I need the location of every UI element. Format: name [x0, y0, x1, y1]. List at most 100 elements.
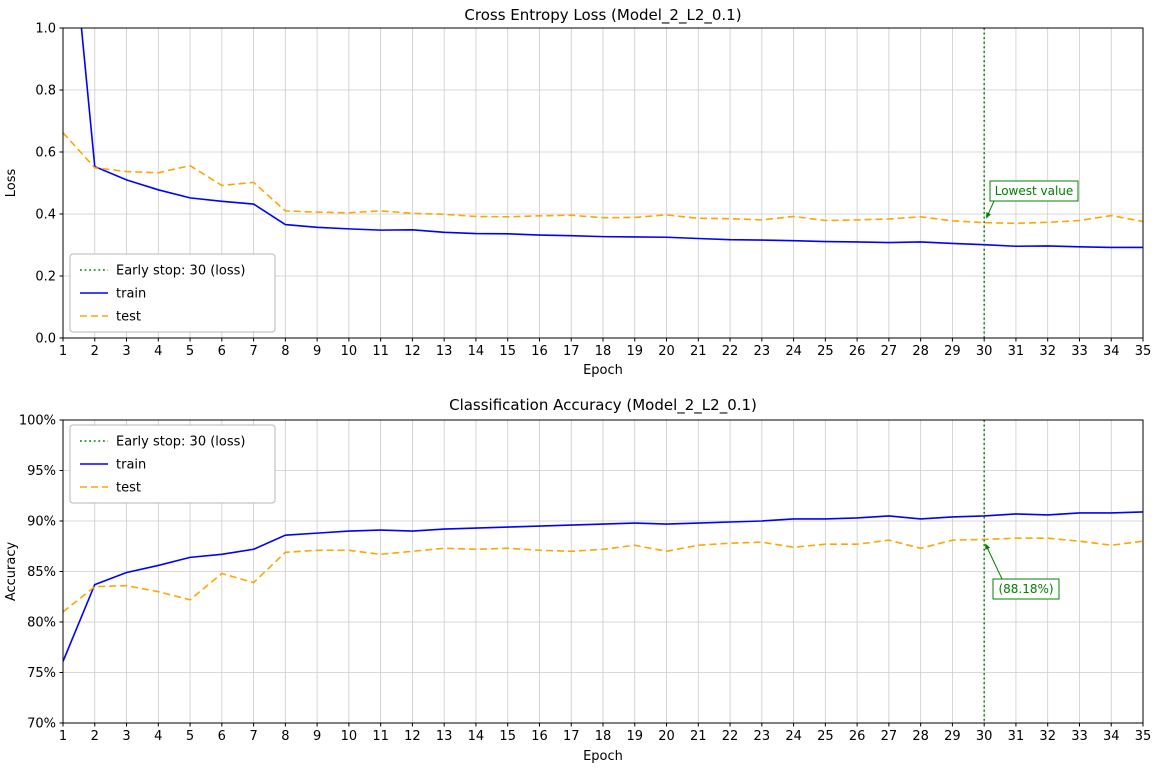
chart-title: Cross Entropy Loss (Model_2_L2_0.1) [464, 6, 741, 25]
x-tick-label: 26 [849, 344, 866, 359]
y-tick-label: 0.2 [35, 270, 56, 285]
x-tick-label: 9 [313, 344, 321, 359]
train-line [63, 511, 1143, 662]
x-tick-label: 15 [499, 344, 516, 359]
x-tick-label: 11 [372, 344, 389, 359]
x-tick-label: 12 [404, 729, 421, 744]
x-tick-label: 1 [59, 344, 67, 359]
y-tick-label: 95% [27, 464, 56, 479]
x-tick-label: 32 [1039, 344, 1056, 359]
annotation-arrow [987, 200, 995, 216]
x-tick-label: 25 [817, 344, 834, 359]
x-tick-label: 13 [436, 729, 453, 744]
x-tick-label: 30 [976, 344, 993, 359]
loss-chart: 1 2 3 4 5 6 7 8 9 10 11 12 13 14 15 16 17 18 19 20 21 22 23 24 2… [4, 6, 1152, 378]
y-tick-label: 0.8 [35, 84, 56, 99]
x-tick-label: 19 [626, 344, 643, 359]
chart-title: Classification Accuracy (Model_2_L2_0.1) [449, 396, 757, 415]
x-tick-label: 27 [881, 344, 898, 359]
x-tick-label: 23 [754, 729, 771, 744]
test-line [63, 537, 1143, 613]
x-tick-label: 35 [1135, 729, 1152, 744]
x-tick-label: 9 [313, 729, 321, 744]
x-tick-label: 22 [722, 344, 739, 359]
x-tick-label: 28 [912, 344, 929, 359]
legend-box [69, 253, 276, 333]
x-tick-label: 3 [122, 729, 130, 744]
x-tick-label: 24 [785, 344, 802, 359]
x-tick-label: 29 [944, 344, 961, 359]
x-tick-label: 32 [1039, 729, 1056, 744]
x-tick-label: 25 [817, 729, 834, 744]
x-tick-label: 33 [1071, 729, 1088, 744]
x-tick-label: 11 [372, 729, 389, 744]
x-tick-label: 20 [658, 729, 675, 744]
accuracy-chart: 1 2 3 4 5 6 7 8 9 10 11 12 13 14 15 16 17 18 19 20 21 22 23 24 2… [4, 396, 1152, 764]
annotation-arrowhead [985, 543, 991, 550]
x-tick-label: 31 [1008, 729, 1025, 744]
x-tick-label: 3 [122, 344, 130, 359]
x-tick-label: 13 [436, 344, 453, 359]
x-tick-label: 33 [1071, 344, 1088, 359]
x-tick-label: 17 [563, 729, 580, 744]
x-tick-label: 18 [595, 344, 612, 359]
x-tick-label: 15 [499, 729, 516, 744]
annotation-arrowhead [986, 212, 991, 219]
x-tick-label: 2 [91, 344, 99, 359]
x-axis-label: Epoch [583, 749, 623, 764]
legend-label: Early stop: 30 (loss) [116, 435, 245, 450]
y-tick-label: 0.4 [35, 208, 56, 223]
x-tick-label: 18 [595, 729, 612, 744]
x-tick-label: 5 [186, 729, 194, 744]
y-tick-label: 0.0 [35, 332, 56, 347]
x-tick-label: 10 [341, 729, 358, 744]
test-line [63, 132, 1143, 225]
legend-label: test [116, 481, 141, 496]
legend-label: train [116, 287, 146, 302]
y-tick-label: 1.0 [35, 22, 56, 37]
x-tick-label: 14 [468, 344, 485, 359]
annotation-box [989, 180, 1079, 202]
x-tick-label: 27 [881, 729, 898, 744]
y-tick-label: 80% [27, 616, 56, 631]
annotation-text: Lowest value [995, 184, 1074, 198]
x-tick-label: 21 [690, 729, 707, 744]
x-tick-label: 5 [186, 344, 194, 359]
x-tick-label: 1 [59, 729, 67, 744]
x-tick-label: 10 [341, 344, 358, 359]
x-tick-label: 2 [91, 729, 99, 744]
legend-box [69, 424, 276, 504]
x-tick-label: 28 [912, 729, 929, 744]
x-tick-label: 7 [249, 729, 257, 744]
y-tick-label: 85% [27, 565, 56, 580]
x-tick-label: 30 [976, 729, 993, 744]
x-tick-label: 12 [404, 344, 421, 359]
x-tick-label: 35 [1135, 344, 1152, 359]
x-tick-label: 16 [531, 344, 548, 359]
y-tick-label: 90% [27, 515, 56, 530]
x-tick-label: 6 [218, 729, 226, 744]
x-tick-label: 20 [658, 344, 675, 359]
x-tick-label: 31 [1008, 344, 1025, 359]
x-tick-label: 23 [754, 344, 771, 359]
x-tick-label: 8 [281, 729, 289, 744]
x-tick-label: 34 [1103, 344, 1120, 359]
y-tick-label: 0.6 [35, 146, 56, 161]
y-tick-label: 100% [19, 414, 56, 429]
y-tick-label: 75% [27, 666, 56, 681]
x-tick-label: 26 [849, 729, 866, 744]
annotation-text: (88.18%) [998, 582, 1053, 596]
x-tick-label: 17 [563, 344, 580, 359]
annotation-arrow [986, 546, 1003, 580]
legend-label: test [116, 310, 141, 325]
x-tick-label: 34 [1103, 729, 1120, 744]
y-axis-label: Loss [4, 169, 19, 198]
legend-label: Early stop: 30 (loss) [116, 264, 245, 279]
annotation-box [992, 578, 1060, 600]
x-tick-label: 4 [154, 729, 162, 744]
x-tick-label: 4 [154, 344, 162, 359]
x-axis-label: Epoch [583, 363, 623, 378]
x-tick-label: 22 [722, 729, 739, 744]
x-tick-label: 7 [249, 344, 257, 359]
